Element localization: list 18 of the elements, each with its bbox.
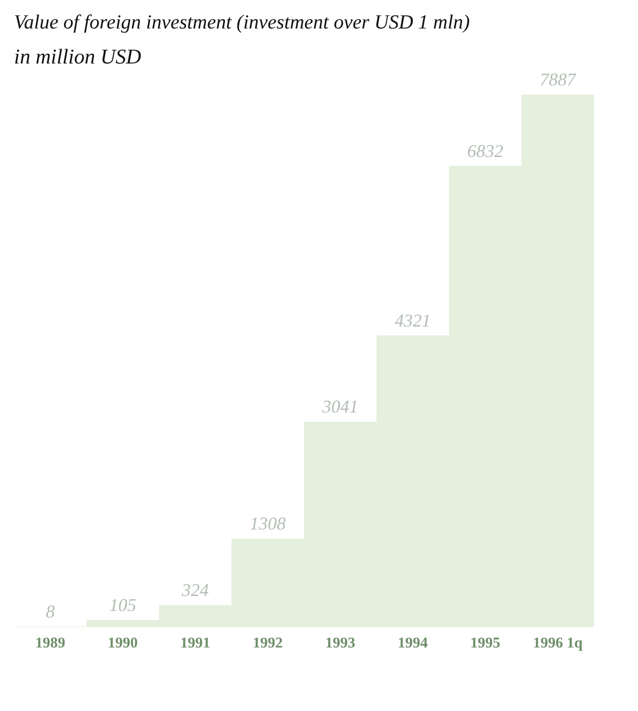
x-tick-label: 1992	[252, 636, 283, 652]
chart-title: Value of foreign investment (investment over USD 1 mln)	[14, 12, 470, 34]
x-tick-label: 1990	[108, 636, 138, 652]
data-label: 3041	[321, 396, 358, 417]
x-tick-label: 1993	[325, 636, 356, 652]
data-label: 4321	[394, 310, 431, 330]
data-label: 7887	[540, 70, 577, 90]
data-label: 1308	[250, 514, 286, 534]
x-tick-label: 1995	[470, 636, 500, 652]
data-label: 105	[109, 594, 136, 615]
data-label: 324	[180, 580, 209, 600]
chart-subtitle: in million USD	[14, 44, 142, 69]
x-tick-label: 1991	[180, 636, 210, 652]
x-tick-label: 1994	[398, 636, 428, 652]
x-tick-label: 1989	[35, 636, 66, 652]
data-label: 6832	[467, 140, 504, 161]
data-label: 8	[46, 601, 55, 622]
x-tick-label: 1996 1q	[532, 636, 584, 652]
